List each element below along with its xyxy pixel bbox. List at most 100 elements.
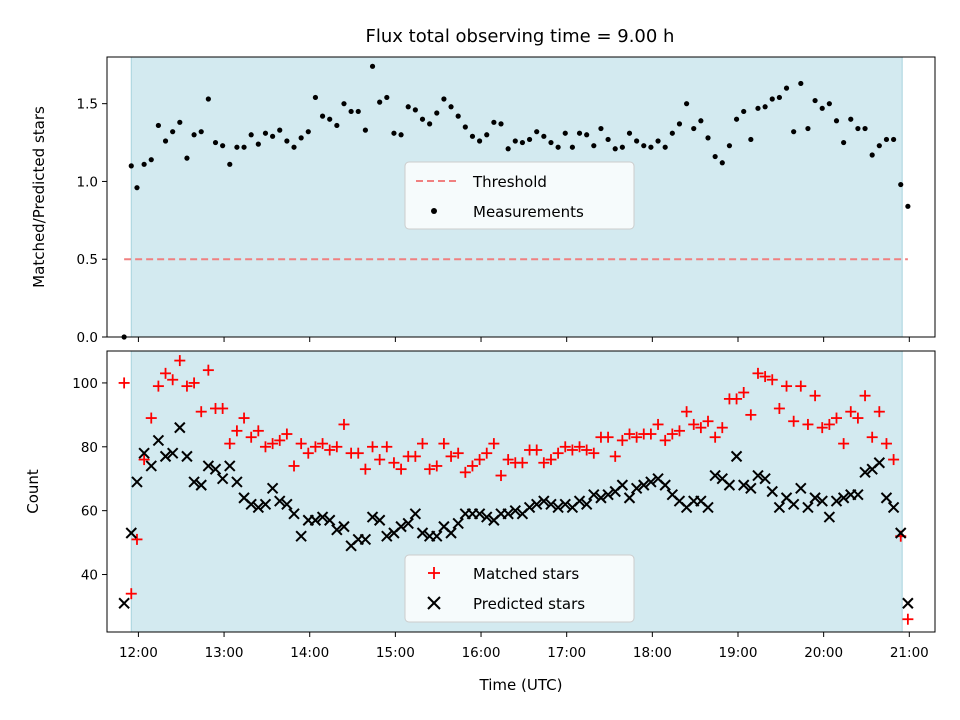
matched-star-point [381,441,393,453]
measurement-point [291,144,297,150]
matched-star-point [873,406,885,418]
bottom-y-axis-label: Count [24,469,42,514]
measurement-point [134,185,140,191]
measurement-point [148,157,154,163]
top-y-axis: 0.0 0.5 1.0 1.5 [77,97,107,346]
predicted-star-point [481,511,493,523]
matched-star-point [581,444,593,456]
predicted-star-point [281,498,293,510]
matched-star-point [880,438,892,450]
measurement-point [341,101,347,107]
matched-star-point [838,438,850,450]
predicted-star-point [723,479,736,491]
bottom-ytick-label-1: 60 [81,504,98,520]
matched-stars-points [118,355,914,625]
matched-star-point [795,380,807,392]
xtick-label-7: 19:00 [719,645,758,661]
measurement-point [255,141,261,147]
matched-star-point [495,470,507,482]
measurement-point [212,139,219,146]
measurement-point [319,113,326,119]
measurement-point [205,96,211,102]
matched-star-point [745,409,757,421]
measurement-point [434,110,440,116]
legend-predicted-swatch [427,596,441,610]
matched-star-point [295,438,307,450]
predicted-star-point [266,482,279,495]
matched-star-point [416,438,428,450]
matched-star-point [809,390,821,402]
matched-star-point [631,431,643,443]
predicted-star-point [338,520,350,533]
measurement-point [833,118,840,124]
measurement-point [455,113,461,119]
legend-threshold-label: Threshold [472,173,547,191]
matched-star-point [424,463,436,475]
predicted-star-point [588,488,600,501]
measurement-point [241,144,247,150]
predicted-star-point [152,434,165,447]
measurement-point [576,130,583,136]
predicted-star-point [509,504,521,517]
legend-matched-label: Matched stars [473,565,579,583]
matched-star-point [431,460,443,472]
predicted-star-point [830,495,843,507]
measurement-point [769,96,775,102]
matched-star-point [888,454,900,466]
matched-star-point [338,418,350,430]
top-panel: 0.0 0.5 1.0 1.5 Matched/Predicted stars Thr… [30,56,936,346]
measurement-point [441,96,447,102]
matched-star-point [252,425,264,437]
bottom-x-axis: 12:00 13:00 14:00 15:00 16:00 17:00 18:00 19:00… [119,632,929,661]
predicted-star-point [118,597,130,609]
xtick-label-9: 21:00 [890,645,929,661]
matched-star-point [559,441,571,453]
predicted-star-point [787,498,800,510]
xtick-label-4: 16:00 [462,645,501,661]
measurement-point [869,152,875,158]
measurement-point [327,116,333,122]
matched-star-point [781,380,793,392]
matched-star-point [118,377,130,389]
matched-star-point [866,431,878,443]
measurement-point [469,133,476,139]
measurement-point [155,122,161,129]
matched-star-point [902,613,914,625]
measurement-point [534,129,540,135]
matched-star-point [274,434,286,446]
measurement-point [883,136,890,143]
predicted-star-point [523,501,536,514]
predicted-star-point [138,447,150,459]
bottom-panel: 40 60 80 100 12:00 13:00 14:00 15:00 16:00 17:00… [24,350,936,694]
matched-star-point [738,387,750,399]
matched-star-point [516,457,528,469]
matched-star-point [125,588,137,600]
predicted-star-point [231,476,243,488]
measurement-point [819,105,825,111]
matched-star-point [224,438,236,450]
predicted-star-point [316,511,329,523]
matched-star-point [830,412,842,424]
measurement-point [541,133,547,139]
matched-star-point [545,454,557,466]
matched-star-point [859,390,871,402]
legend-matched-swatch [428,567,440,579]
predicted-star-point [809,492,821,504]
top-ytick-label-2: 1.0 [77,174,98,190]
measurement-point [584,132,590,138]
x-axis-label: Time (UTC) [479,676,563,694]
measurement-point [562,130,568,136]
matched-star-point [152,380,164,392]
predicted-star-point [366,511,379,523]
xtick-label-1: 13:00 [205,645,244,661]
measurement-point [362,127,368,133]
xtick-label-0: 12:00 [119,645,158,661]
predicted-star-point [580,498,593,510]
measurement-point [305,129,311,135]
measurement-point [812,97,818,104]
measurement-point [334,122,340,129]
matched-star-point [188,377,200,389]
predicted-star-point [573,495,586,507]
measurement-point [648,144,654,150]
predicted-star-point [216,473,229,485]
